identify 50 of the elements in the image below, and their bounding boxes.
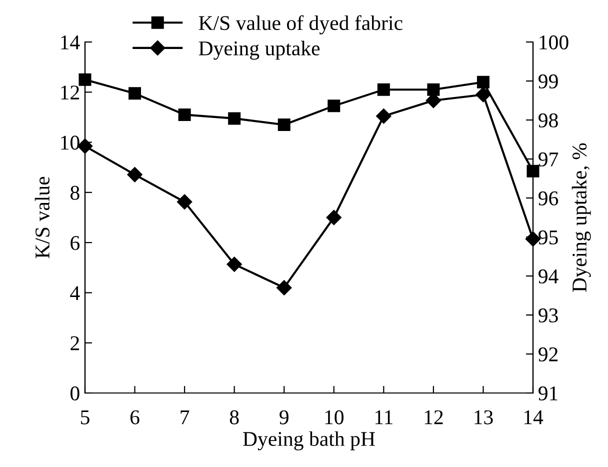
point [128,87,142,100]
y-tick-label: 2 [70,336,79,350]
x-tick-label: 13 [474,410,493,424]
point [278,118,290,131]
x-tick-label: 10 [325,410,344,424]
y2-tick-label: 98 [538,113,558,128]
point [127,167,142,182]
point [78,73,92,86]
point [526,164,540,178]
y2-tick-label: 91 [538,386,558,400]
y2-axis-title: Dyeing uptake, % [572,143,591,292]
y2-tick-label: 99 [538,74,558,88]
x-tick-label: 14 [524,410,544,424]
y-tick-label: 10 [61,136,80,150]
y-tick-label: 12 [61,86,79,100]
x-tick-label: 6 [130,410,140,424]
legend-label: Dyeing uptake [198,40,320,60]
point [326,210,342,226]
point [176,194,192,210]
x-tick-label: 9 [280,410,288,424]
point [427,83,440,96]
y2-tick-label: 95 [538,230,558,244]
point [226,256,242,272]
y2-tick-label: 96 [538,191,558,206]
point [178,108,191,121]
x-tick-label: 5 [81,410,90,424]
y-tick-label: 0 [70,386,80,400]
y2-tick-label: 93 [538,308,558,322]
y-tick-label: 4 [70,286,80,300]
y2-tick-label: 92 [538,347,558,362]
x-tick-label: 11 [375,410,392,424]
x-tick-label: 8 [230,410,239,424]
point [376,108,392,124]
y-tick-label: 6 [70,236,80,250]
point [476,76,490,88]
legend-label: K/S value of dyed fabric [198,15,402,34]
x-axis-title: Dyeing bath pH [243,431,375,450]
y-tick-label: 8 [70,186,80,200]
point [328,100,340,112]
y-axis-title: K/S value [34,176,50,258]
y2-tick-label: 94 [538,269,558,284]
y2-tick-label: 100 [540,35,568,50]
x-tick-label: 7 [180,410,190,424]
y2-tick-label: 97 [538,152,558,166]
y-tick-label: 14 [61,35,80,50]
point [377,83,390,96]
point [228,112,241,125]
x-tick-label: 12 [424,410,443,424]
point [476,87,491,102]
point [276,280,292,296]
